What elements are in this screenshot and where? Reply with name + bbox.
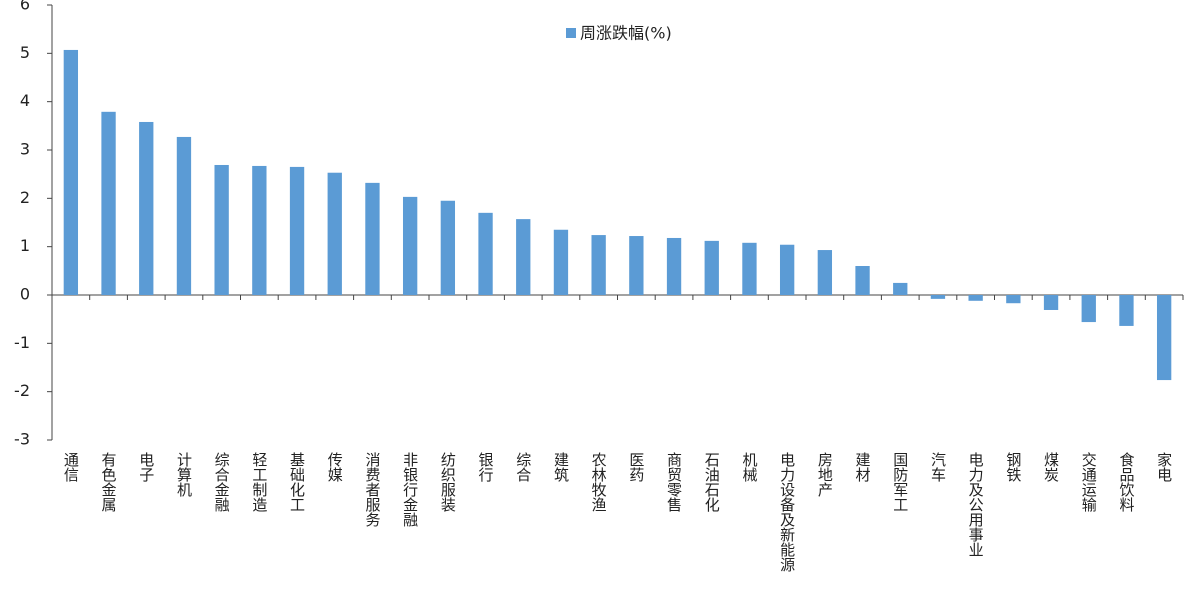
bar xyxy=(817,250,833,295)
x-tick-label: 医药 xyxy=(627,452,645,483)
x-tick-label: 商贸零售 xyxy=(665,452,683,512)
bar xyxy=(139,121,154,295)
bar xyxy=(1043,295,1059,310)
x-tick-label: 石油石化 xyxy=(703,452,721,512)
y-tick-label: 5 xyxy=(20,43,30,62)
x-tick-label: 计算机 xyxy=(175,452,193,498)
bar xyxy=(704,240,719,295)
x-tick-label: 消费者服务 xyxy=(363,452,381,528)
bar xyxy=(629,236,644,295)
bar xyxy=(516,219,531,295)
bar xyxy=(440,200,456,295)
bar xyxy=(214,164,229,295)
bar xyxy=(101,111,116,295)
bar xyxy=(289,166,305,295)
x-tick-label: 建材 xyxy=(854,452,872,482)
x-tick-label: 煤炭 xyxy=(1042,452,1060,482)
x-tick-label: 银行 xyxy=(477,452,495,483)
x-tick-label: 综合 xyxy=(514,452,532,482)
x-tick-label: 机械 xyxy=(740,452,758,482)
bar xyxy=(1156,295,1172,381)
x-tick-label: 电力设备及新能源 xyxy=(778,452,796,572)
x-tick-label: 轻工制造 xyxy=(250,452,268,513)
bar xyxy=(402,196,418,295)
x-tick-label: 非银行金融 xyxy=(401,452,419,527)
y-tick-label: -1 xyxy=(14,333,30,352)
x-tick-label: 建筑 xyxy=(552,452,570,483)
y-tick-label: 1 xyxy=(20,236,30,255)
y-tick-label: 2 xyxy=(20,188,30,207)
legend-label: 周涨跌幅(%) xyxy=(580,24,672,43)
bar xyxy=(478,212,493,295)
x-tick-label: 汽车 xyxy=(929,452,947,482)
bar xyxy=(1081,295,1096,323)
y-tick-label: 0 xyxy=(20,285,30,304)
x-tick-label: 交通运输 xyxy=(1080,451,1098,512)
bar xyxy=(252,165,267,295)
bar xyxy=(930,295,946,299)
x-tick-label: 电力及公用事业 xyxy=(967,452,985,557)
y-tick-label: 3 xyxy=(20,140,30,159)
y-tick-label: -3 xyxy=(14,430,30,449)
x-tick-label: 基础化工 xyxy=(288,452,306,512)
y-tick-label: 4 xyxy=(20,91,30,110)
x-tick-label: 通信 xyxy=(62,452,80,482)
bar xyxy=(742,242,757,295)
bar xyxy=(779,244,795,295)
bar xyxy=(553,229,569,295)
x-tick-label: 电子 xyxy=(137,452,155,482)
bar xyxy=(666,237,682,295)
bar xyxy=(63,49,79,296)
y-tick-label: 6 xyxy=(20,0,30,14)
bar xyxy=(365,182,380,295)
x-tick-label: 农林牧渔 xyxy=(590,452,608,512)
bar xyxy=(176,136,192,295)
x-tick-label: 钢铁 xyxy=(1004,452,1022,482)
x-tick-label: 传媒 xyxy=(326,452,344,482)
x-tick-label: 纺织服装 xyxy=(439,452,457,512)
x-tick-label: 有色金属 xyxy=(100,452,118,512)
x-tick-label: 家电 xyxy=(1155,452,1173,482)
legend-swatch xyxy=(566,28,576,38)
bar xyxy=(968,295,983,301)
y-tick-label: -2 xyxy=(14,381,30,400)
x-tick-label: 食品饮料 xyxy=(1117,452,1135,512)
x-tick-label: 房地产 xyxy=(816,452,834,497)
x-tick-label: 国防军工 xyxy=(891,452,909,512)
bar xyxy=(1006,295,1021,304)
bar xyxy=(591,235,606,295)
bar xyxy=(327,172,342,295)
bar xyxy=(855,266,870,295)
x-tick-label: 综合金融 xyxy=(213,452,231,512)
bar xyxy=(1119,295,1134,326)
bar xyxy=(893,282,908,295)
